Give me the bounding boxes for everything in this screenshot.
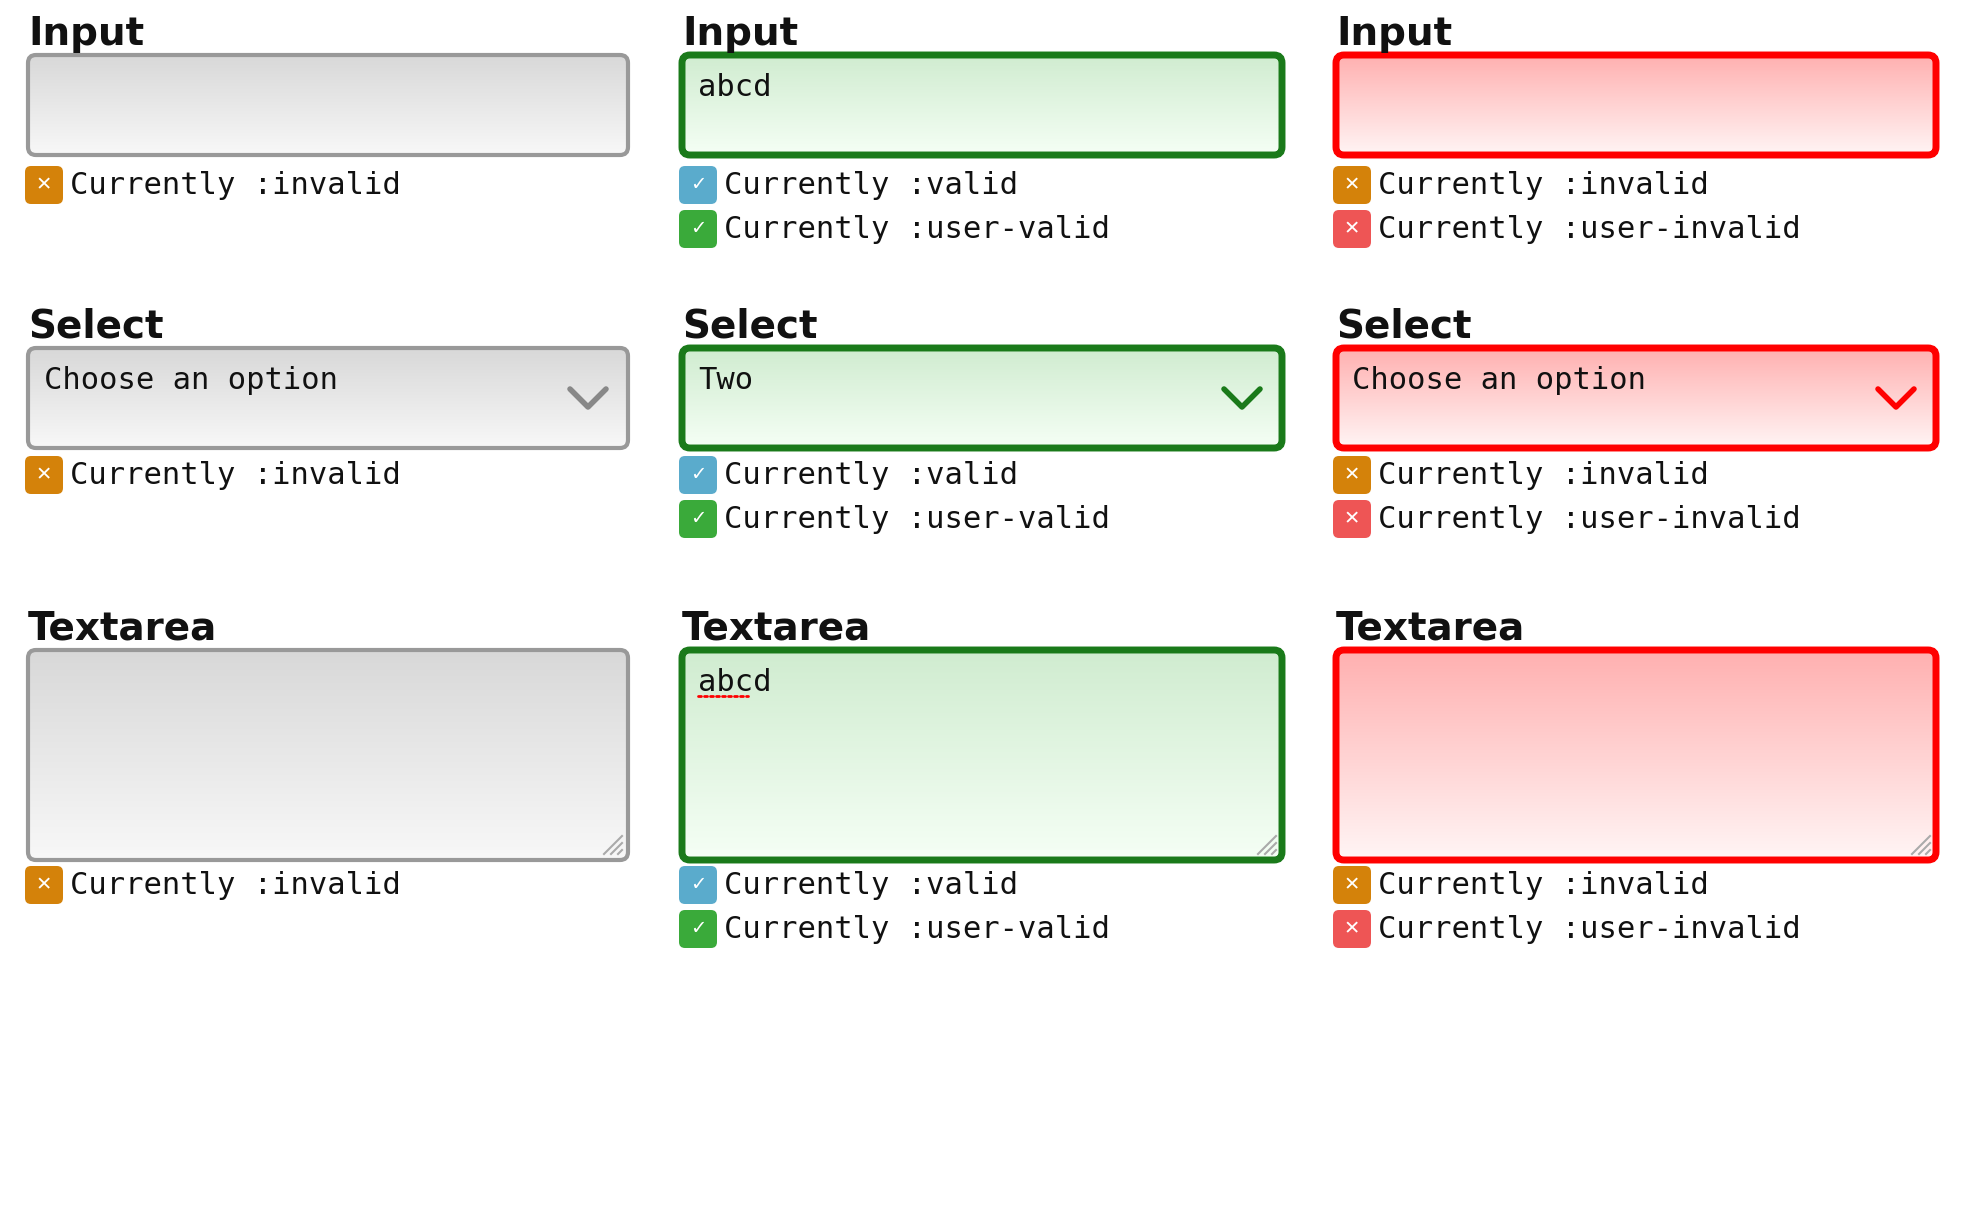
FancyBboxPatch shape (1334, 166, 1372, 204)
Text: Input: Input (28, 15, 143, 52)
FancyBboxPatch shape (680, 210, 718, 247)
Text: Currently :invalid: Currently :invalid (70, 171, 402, 200)
Text: Select: Select (28, 308, 163, 346)
FancyBboxPatch shape (26, 166, 64, 204)
Text: Currently :user-invalid: Currently :user-invalid (1378, 215, 1801, 244)
Text: ✕: ✕ (1344, 176, 1360, 195)
Text: Textarea: Textarea (1336, 610, 1525, 649)
Text: Input: Input (1336, 15, 1451, 52)
Text: Currently :valid: Currently :valid (724, 870, 1018, 900)
Text: Currently :valid: Currently :valid (724, 171, 1018, 200)
Text: Textarea: Textarea (28, 610, 217, 649)
FancyBboxPatch shape (1334, 456, 1372, 494)
Text: Input: Input (682, 15, 797, 52)
Text: Currently :user-valid: Currently :user-valid (724, 914, 1109, 944)
FancyBboxPatch shape (680, 911, 718, 948)
FancyBboxPatch shape (1336, 347, 1936, 449)
Text: Currently :invalid: Currently :invalid (1378, 171, 1710, 200)
Text: ✕: ✕ (1344, 875, 1360, 895)
Text: ✓: ✓ (690, 875, 706, 895)
FancyBboxPatch shape (680, 865, 718, 904)
FancyBboxPatch shape (26, 865, 64, 904)
Text: Textarea: Textarea (682, 610, 871, 649)
Text: ✓: ✓ (690, 919, 706, 939)
FancyBboxPatch shape (1334, 500, 1372, 538)
Text: Select: Select (682, 308, 817, 346)
FancyBboxPatch shape (28, 347, 628, 449)
Text: ✓: ✓ (690, 510, 706, 529)
Text: Choose an option: Choose an option (44, 366, 338, 395)
Text: Currently :user-valid: Currently :user-valid (724, 505, 1109, 534)
FancyBboxPatch shape (1336, 55, 1936, 155)
FancyBboxPatch shape (1336, 650, 1936, 859)
FancyBboxPatch shape (680, 166, 718, 204)
Text: ✕: ✕ (36, 466, 52, 484)
Text: Currently :invalid: Currently :invalid (1378, 461, 1710, 490)
Text: ✕: ✕ (36, 176, 52, 195)
Text: ✕: ✕ (36, 875, 52, 895)
Text: ✕: ✕ (1344, 219, 1360, 239)
FancyBboxPatch shape (28, 55, 628, 155)
Text: ✓: ✓ (690, 219, 706, 239)
Text: Select: Select (1336, 308, 1471, 346)
Text: Currently :user-valid: Currently :user-valid (724, 215, 1109, 244)
Text: ✕: ✕ (1344, 466, 1360, 484)
Text: Currently :invalid: Currently :invalid (70, 870, 402, 900)
Text: ✕: ✕ (1344, 919, 1360, 939)
FancyBboxPatch shape (680, 500, 718, 538)
Text: abcd: abcd (698, 73, 771, 102)
FancyBboxPatch shape (26, 456, 64, 494)
FancyBboxPatch shape (682, 55, 1282, 155)
Text: ✕: ✕ (1344, 510, 1360, 529)
FancyBboxPatch shape (1334, 911, 1372, 948)
Text: abcd: abcd (698, 668, 771, 697)
Text: ✓: ✓ (690, 466, 706, 484)
FancyBboxPatch shape (680, 456, 718, 494)
FancyBboxPatch shape (28, 650, 628, 859)
Text: Currently :user-invalid: Currently :user-invalid (1378, 914, 1801, 944)
Text: Currently :invalid: Currently :invalid (1378, 870, 1710, 900)
Text: Currently :user-invalid: Currently :user-invalid (1378, 505, 1801, 534)
FancyBboxPatch shape (1334, 210, 1372, 247)
Text: Choose an option: Choose an option (1352, 366, 1646, 395)
Text: ✓: ✓ (690, 176, 706, 195)
Text: Currently :valid: Currently :valid (724, 461, 1018, 490)
FancyBboxPatch shape (1334, 865, 1372, 904)
FancyBboxPatch shape (682, 347, 1282, 449)
Text: Two: Two (698, 366, 753, 395)
Text: Currently :invalid: Currently :invalid (70, 461, 402, 490)
FancyBboxPatch shape (682, 650, 1282, 859)
